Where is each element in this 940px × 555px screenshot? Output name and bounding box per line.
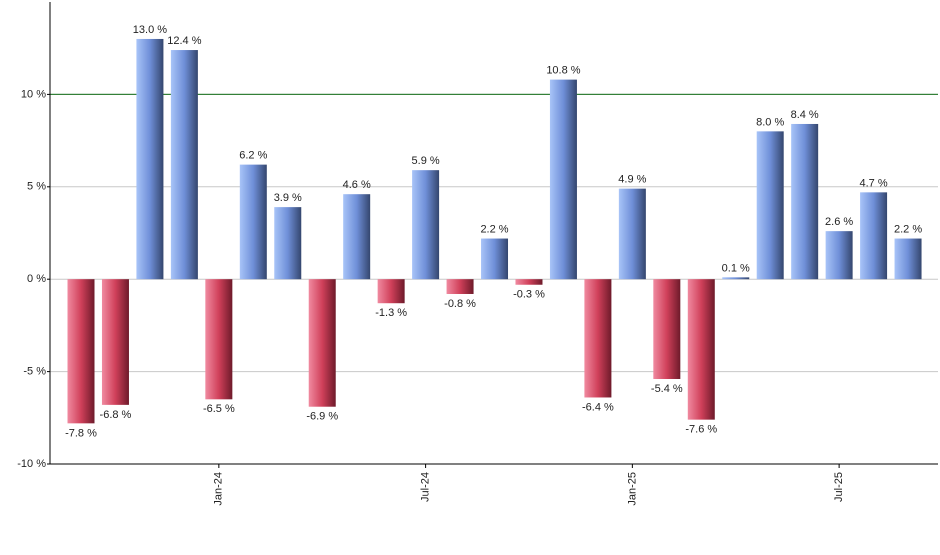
bar xyxy=(377,279,405,304)
bar xyxy=(584,279,612,398)
bar xyxy=(481,238,509,280)
value-label: -6.8 % xyxy=(100,409,132,421)
bar xyxy=(308,279,336,407)
value-label: 4.6 % xyxy=(343,179,371,191)
bar xyxy=(756,131,784,280)
bar xyxy=(894,238,922,280)
value-label: 2.6 % xyxy=(825,216,853,228)
bar xyxy=(170,50,198,280)
y-tick-label: 0 % xyxy=(27,273,46,285)
bar xyxy=(549,79,577,280)
value-label: 4.7 % xyxy=(860,177,888,189)
bar xyxy=(618,188,646,280)
value-label: -0.3 % xyxy=(513,289,545,301)
value-label: 10.8 % xyxy=(546,65,580,77)
y-tick-label: -10 % xyxy=(17,458,46,470)
value-label: 4.9 % xyxy=(618,174,646,186)
value-label: 3.9 % xyxy=(274,192,302,204)
bar xyxy=(136,38,164,280)
value-label: -5.4 % xyxy=(651,383,683,395)
value-label: 5.9 % xyxy=(412,155,440,167)
value-label: -7.6 % xyxy=(685,424,717,436)
value-label: 8.0 % xyxy=(756,116,784,128)
value-label: 2.2 % xyxy=(894,223,922,235)
value-label: -6.4 % xyxy=(582,401,614,413)
value-label: 2.2 % xyxy=(480,223,508,235)
bar xyxy=(67,279,95,424)
x-tick-label: Jan-25 xyxy=(626,472,638,506)
value-label: -0.8 % xyxy=(444,298,476,310)
value-label: 13.0 % xyxy=(133,24,167,36)
bar xyxy=(412,170,440,280)
y-tick-label: 5 % xyxy=(27,181,46,193)
bar xyxy=(860,192,888,280)
value-label: -6.5 % xyxy=(203,403,235,415)
bar xyxy=(515,279,543,285)
value-label: 0.1 % xyxy=(722,262,750,274)
bar xyxy=(446,279,474,294)
bar xyxy=(653,279,681,379)
bar xyxy=(687,279,715,420)
y-tick-label: 10 % xyxy=(21,88,46,100)
bar xyxy=(791,123,819,280)
value-label: 8.4 % xyxy=(791,109,819,121)
bar xyxy=(205,279,233,400)
y-tick-label: -5 % xyxy=(23,366,46,378)
x-tick-label: Jul-24 xyxy=(420,472,432,502)
bar xyxy=(343,194,371,280)
bar xyxy=(722,277,750,280)
bar xyxy=(274,207,302,280)
value-label: 6.2 % xyxy=(239,150,267,162)
value-label: 12.4 % xyxy=(167,35,201,47)
bar xyxy=(825,231,853,280)
x-tick-label: Jan-24 xyxy=(213,472,225,506)
bar xyxy=(101,279,129,405)
value-label: -7.8 % xyxy=(65,427,97,439)
bar xyxy=(239,164,267,280)
value-label: -6.9 % xyxy=(306,411,338,423)
x-tick-label: Jul-25 xyxy=(833,472,845,502)
value-label: -1.3 % xyxy=(375,307,407,319)
